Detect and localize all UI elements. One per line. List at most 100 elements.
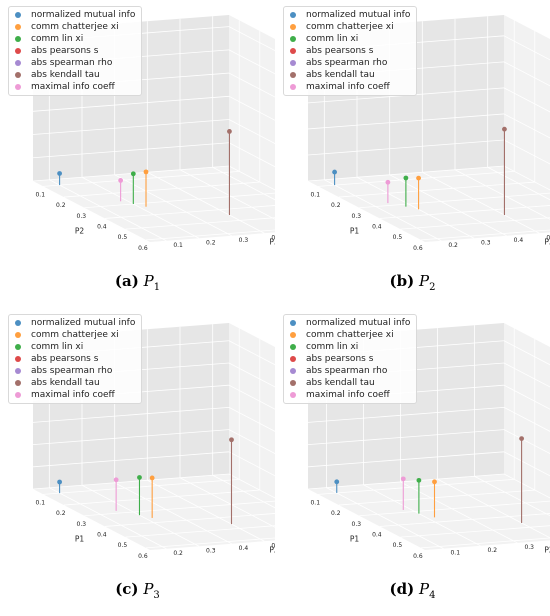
chart-panel-d: 0.10.20.30.40.50.60.10.20.30.40.50.00.10…: [275, 308, 550, 616]
legend-entry: comm lin xi: [13, 341, 135, 353]
grid-line-z-back: [503, 362, 550, 388]
data-point: [403, 175, 409, 181]
chart-panel-b: 0.10.20.30.40.50.60.20.30.40.50.60.70.00…: [275, 0, 550, 308]
x-tick-label: 0.5: [393, 542, 403, 549]
grid-line-x-floor: [400, 217, 550, 230]
y-axis-label: P3: [269, 238, 275, 247]
x-tick-label: 0.6: [413, 245, 423, 252]
grid-line-x-floor: [125, 525, 275, 538]
legend-entry: abs spearman rho: [288, 57, 410, 69]
legend-entry: abs pearsons s: [13, 353, 135, 365]
grid-line-y-floor: [49, 179, 167, 242]
grid-line-z-left: [307, 406, 505, 423]
x-tick-label: 0.1: [35, 191, 45, 198]
grid-line-x-floor: [400, 525, 550, 538]
legend-label: normalized mutual info: [306, 10, 411, 20]
grid-line-z-left: [32, 406, 230, 423]
caption-d: (d) P4: [275, 580, 550, 601]
grid-line-z-back: [228, 384, 275, 410]
grid-line-y-floor: [179, 169, 275, 220]
grid-line-z-back: [503, 384, 550, 410]
grid-line-x-floor: [43, 170, 240, 187]
grid-line-z-left: [307, 451, 505, 468]
legend-entry: comm chatterjee xi: [288, 329, 410, 341]
data-point: [519, 436, 524, 441]
legend-entry: normalized mutual info: [288, 9, 410, 21]
back-wall-pane: [504, 323, 550, 498]
legend-entry: abs pearsons s: [288, 45, 410, 57]
caption-label: (a): [114, 272, 139, 290]
legend-label: abs spearman rho: [306, 366, 388, 376]
legend-marker: [15, 36, 21, 42]
grid-line-z-back: [228, 407, 275, 432]
caption-b: (b) P2: [275, 272, 550, 293]
legend-marker: [15, 72, 21, 78]
y-tick-label: 0.2: [173, 550, 183, 557]
grid-line-z-left: [32, 451, 230, 468]
legend-marker: [15, 392, 21, 398]
legend-entry: normalized mutual info: [13, 317, 135, 329]
legend-label: abs spearman rho: [31, 58, 113, 68]
legend-entry: abs spearman rho: [288, 365, 410, 377]
grid-line-x-floor: [63, 489, 260, 506]
legend-marker: [290, 24, 296, 30]
legend-marker: [15, 332, 21, 338]
grid-line-y-floor: [474, 475, 550, 517]
legend-label: comm chatterjee xi: [31, 330, 119, 340]
legend-marker: [290, 48, 296, 54]
legend-entry: comm lin xi: [288, 33, 410, 45]
legend-entry: normalized mutual info: [288, 317, 410, 329]
legend-marker: [15, 320, 21, 326]
grid-line-z-back: [503, 473, 550, 499]
caption-sub: 4: [429, 590, 436, 601]
legend-label: abs spearman rho: [306, 58, 388, 68]
legend-marker: [15, 60, 21, 66]
grid-line-y-floor: [326, 487, 444, 549]
caption-sub: 3: [153, 590, 160, 601]
x-tick-label: 0.4: [372, 223, 382, 230]
legend-marker: [290, 380, 296, 386]
grid-line-z-back: [228, 429, 275, 455]
chart-panel-c: 0.10.20.30.40.50.60.20.30.40.50.60.70.00…: [0, 308, 275, 616]
y-tick-label: 0.3: [239, 237, 249, 244]
x-tick-label: 0.5: [118, 542, 128, 549]
grid-line-y-floor: [389, 174, 507, 237]
grid-line-z-back: [228, 142, 275, 168]
legend-label: maximal info coeff: [306, 82, 390, 92]
caption-label: (d): [389, 580, 415, 598]
grid-line-z-back: [503, 35, 550, 61]
grid-line-y-floor: [487, 166, 550, 201]
x-tick-label: 0.1: [310, 191, 320, 198]
grid-line-z-back: [503, 113, 550, 139]
grid-line-y-floor: [324, 179, 442, 242]
grid-line-z-left: [32, 473, 230, 490]
legend-marker: [15, 368, 21, 374]
y-tick-label: 0.5: [271, 542, 275, 549]
data-point: [149, 475, 155, 481]
data-point: [432, 479, 437, 485]
legend-marker: [15, 380, 21, 386]
grid-line-z-back: [228, 49, 275, 75]
grid-line-x-floor: [420, 537, 550, 549]
grid-line-y-floor: [81, 176, 200, 239]
legend-marker: [290, 320, 296, 326]
x-tick-label: 0.3: [77, 213, 87, 220]
legend-label: normalized mutual info: [31, 10, 136, 20]
grid-line-y-floor: [179, 477, 275, 528]
y-tick-label: 0.5: [546, 234, 550, 241]
x-axis-label: P2: [75, 227, 85, 236]
caption-label: (c): [115, 580, 139, 598]
legend-label: abs kendall tau: [31, 378, 100, 388]
grid-line-z-back: [503, 340, 550, 366]
x-tick-label: 0.5: [393, 234, 403, 241]
grid-line-x-floor: [420, 229, 550, 241]
legend-marker: [290, 344, 296, 350]
legend-entry: abs kendall tau: [288, 69, 410, 81]
legend-d: normalized mutual info comm chatterjee xi…: [283, 314, 418, 404]
x-tick-label: 0.4: [97, 223, 107, 230]
caption-a: (a) P1: [0, 272, 275, 293]
data-markers: [334, 436, 524, 523]
floor-pane: [33, 166, 275, 242]
caption-c: (c) P3: [0, 580, 275, 601]
x-tick-label: 0.6: [138, 245, 148, 252]
